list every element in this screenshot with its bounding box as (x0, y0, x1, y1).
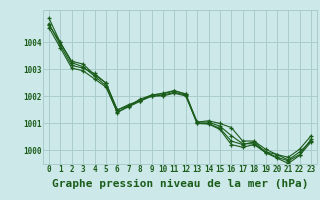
X-axis label: Graphe pression niveau de la mer (hPa): Graphe pression niveau de la mer (hPa) (52, 179, 308, 189)
